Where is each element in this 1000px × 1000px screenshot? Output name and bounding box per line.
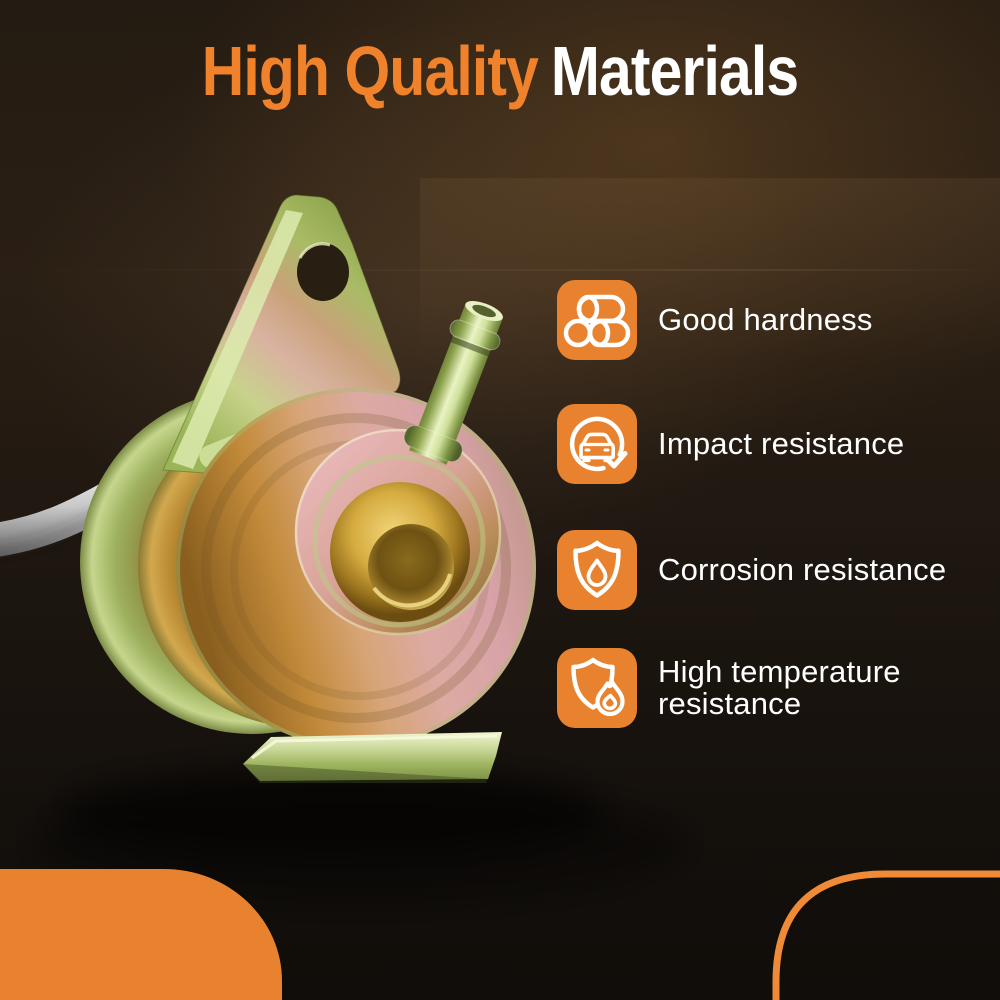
shield-flame-icon (557, 648, 637, 728)
feature-corrosion-resistance: Corrosion resistance (557, 530, 988, 610)
car-check-icon (557, 404, 637, 484)
page-title: High Quality Materials (80, 36, 920, 106)
bottom-left-accent-shape (0, 869, 282, 1000)
title-rest: Materials (550, 32, 799, 110)
feature-high-temperature-resistance: High temperature resistance (557, 648, 988, 728)
feature-label: Corrosion resistance (658, 552, 947, 588)
bracket (162, 194, 401, 474)
feature-label: Good hardness (658, 302, 873, 338)
hose-barb (403, 301, 504, 465)
feature-label: Impact resistance (658, 426, 905, 462)
feature-list: Good hardness Impact resistance (557, 0, 987, 1000)
feature-impact-resistance: Impact resistance (557, 404, 988, 484)
title-highlight: High Quality (201, 32, 539, 110)
pipes-icon (557, 280, 637, 360)
feature-label: High temperature resistance (658, 654, 901, 721)
feature-good-hardness: Good hardness (557, 280, 988, 360)
shield-droplet-icon (557, 530, 637, 610)
